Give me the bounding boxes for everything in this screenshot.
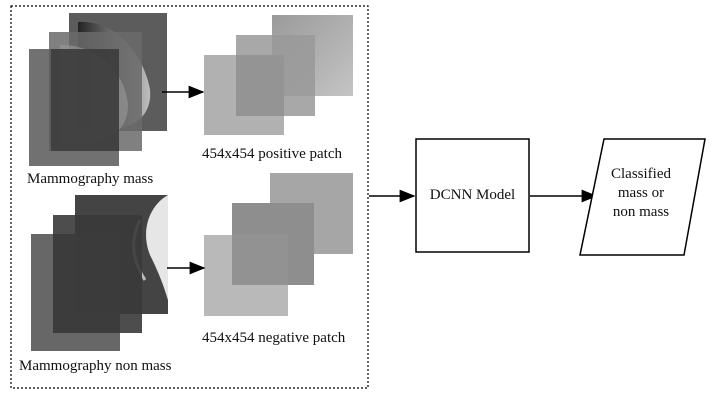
- positive-patch-stack: [204, 15, 353, 135]
- positive-patch-label: 454x454 positive patch: [202, 146, 342, 162]
- output-parallelogram: [579, 138, 706, 256]
- model-label: DCNN Model: [429, 187, 516, 203]
- output-label-line-3: non mass: [612, 204, 670, 220]
- dcnn-model-box: [415, 138, 530, 253]
- output-label-line-1: Classified: [611, 166, 671, 182]
- negative-patch-stack: [204, 173, 353, 316]
- input-panel-border: [10, 5, 369, 389]
- mass-mammogram-stack: [29, 13, 167, 166]
- non-mass-label: Mammography non mass: [19, 358, 172, 374]
- mass-label: Mammography mass: [27, 171, 154, 187]
- negative-patch-label: 454x454 negative patch: [202, 330, 346, 346]
- output-label: Classified mass or non mass: [596, 165, 686, 222]
- output-label-line-2: mass or: [617, 185, 665, 201]
- non-mass-mammogram-stack: [31, 195, 168, 351]
